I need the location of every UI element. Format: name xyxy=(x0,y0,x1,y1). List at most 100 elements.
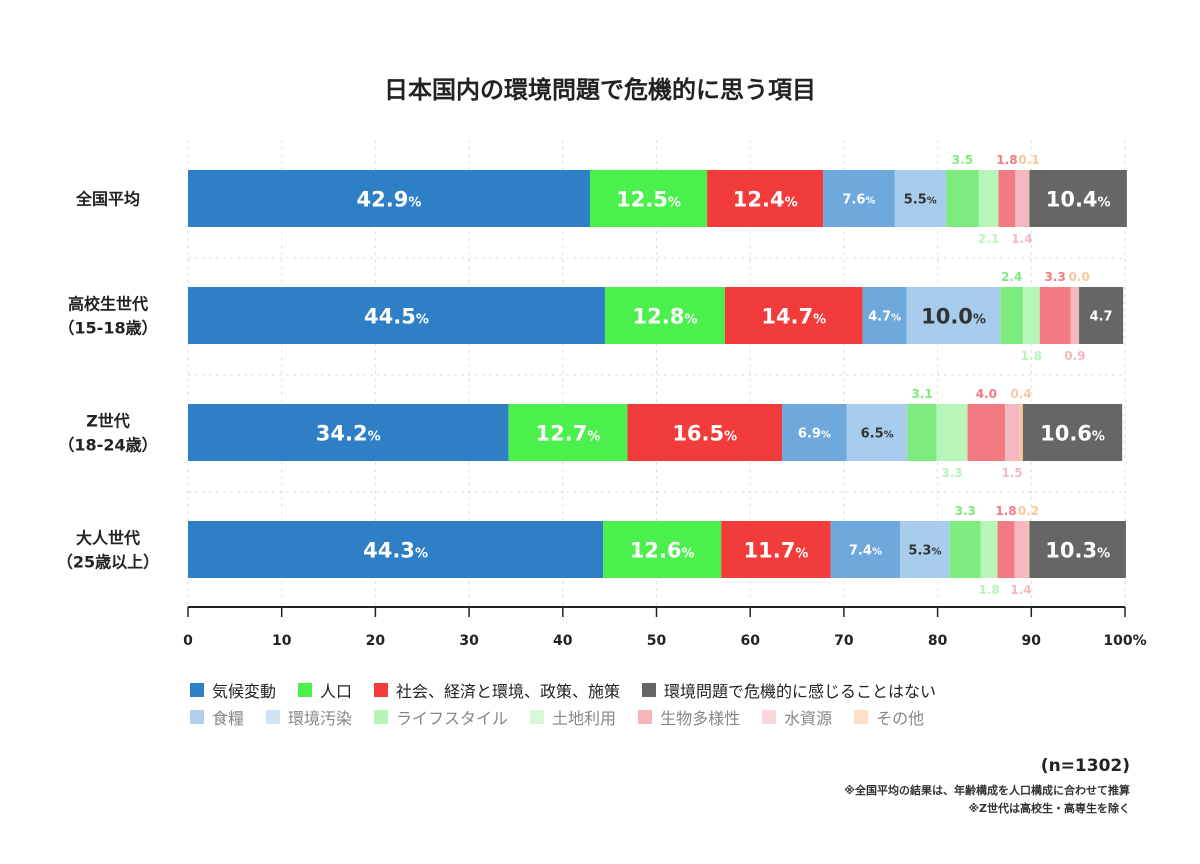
data-label: 16.5% xyxy=(672,422,737,446)
legend-label: その他 xyxy=(876,709,925,728)
legend-swatch xyxy=(374,683,389,697)
bar-segment xyxy=(627,404,783,461)
bar-segment xyxy=(894,170,947,227)
footnote-average-note: ※全国平均の結果は、年齢構成を人口構成に合わせて推算 xyxy=(844,784,1130,797)
bar-segment xyxy=(1029,521,1126,578)
x-tick-label: 20 xyxy=(366,633,386,649)
bar-segment xyxy=(830,521,901,578)
x-tick-label: 0 xyxy=(183,633,193,649)
legend-label: 社会、経済と環境、政策、施策 xyxy=(396,682,621,701)
data-label: 6.5% xyxy=(861,427,894,442)
data-label: 1.8 xyxy=(995,504,1016,518)
data-label: 3.3 xyxy=(941,466,962,480)
legend-item: ライフスタイル xyxy=(374,705,508,729)
data-label: 3.3 xyxy=(1045,270,1066,284)
data-label: 7.6% xyxy=(842,193,875,208)
bar-segment xyxy=(907,404,937,461)
x-tick-label: 80 xyxy=(928,633,948,649)
data-label: 0.9 xyxy=(1064,349,1085,363)
legend-swatch xyxy=(266,710,281,724)
bar-segment xyxy=(846,404,908,461)
bar-segment xyxy=(724,287,863,344)
data-label: 4.7 xyxy=(1090,310,1113,325)
bar-segment xyxy=(998,170,1016,227)
bar-segment xyxy=(978,170,999,227)
legend-item: その他 xyxy=(854,705,924,729)
bar-segment xyxy=(1028,170,1030,227)
x-tick-label: 60 xyxy=(740,633,760,649)
data-label: 0.4 xyxy=(1010,387,1031,401)
bar-segment xyxy=(1070,287,1080,344)
legend-label: 食糧 xyxy=(212,709,245,728)
data-label: 1.8 xyxy=(1021,349,1042,363)
legend-item: 気候変動 xyxy=(190,678,276,702)
legend-label: 環境汚染 xyxy=(288,709,353,728)
legend-swatch xyxy=(530,710,545,724)
legend-item: 土地利用 xyxy=(530,705,616,729)
data-label: 7.4% xyxy=(849,544,882,559)
bar-segment xyxy=(1005,404,1020,461)
data-label: 2.4 xyxy=(1001,270,1022,284)
x-tick-label: 70 xyxy=(834,633,854,649)
bar-segment xyxy=(721,521,831,578)
legend-item: 水資源 xyxy=(762,705,832,729)
bar-segment xyxy=(997,521,1015,578)
bar-segment xyxy=(188,404,509,461)
legend-label: 気候変動 xyxy=(212,682,277,701)
bar-segment xyxy=(589,170,708,227)
data-label: 0.2 xyxy=(1018,504,1039,518)
data-label: 1.4 xyxy=(1011,232,1032,246)
x-tick-label: 50 xyxy=(647,633,667,649)
data-label: 5.5% xyxy=(904,193,937,208)
data-label: 1.4 xyxy=(1010,583,1031,597)
category-label: 高校生世代（15-18歳） xyxy=(58,295,157,338)
bar-segment xyxy=(1015,170,1029,227)
legend-swatch xyxy=(638,710,653,724)
x-tick-label: 90 xyxy=(1022,633,1042,649)
bar-segment xyxy=(707,170,824,227)
bar-segment xyxy=(980,521,998,578)
data-label: 0.1 xyxy=(1018,153,1039,167)
bar-segment xyxy=(603,521,722,578)
data-label: 0.0 xyxy=(1068,270,1089,284)
legend-label: 環境問題で危機的に感じることはない xyxy=(664,682,937,701)
legend-label: ライフスタイル xyxy=(396,709,509,728)
chart-title: 日本国内の環境問題で危機的に思う項目 xyxy=(384,76,816,104)
bar-segment xyxy=(946,170,979,227)
legend-label: 土地利用 xyxy=(552,709,617,728)
bar-segment xyxy=(188,521,604,578)
legend-swatch xyxy=(854,710,869,724)
data-label: 4.7% xyxy=(868,310,901,325)
legend-swatch xyxy=(642,683,657,697)
category-label: 大人世代（25歳以上） xyxy=(57,529,159,572)
category-label: 全国平均 xyxy=(75,190,140,209)
bar-segment xyxy=(1027,521,1030,578)
legend-swatch xyxy=(298,683,313,697)
bar-segment xyxy=(900,521,950,578)
bar-segment xyxy=(1079,287,1124,344)
legend-swatch xyxy=(374,710,389,724)
data-label: 44.5% xyxy=(364,305,429,329)
category-label: Z世代（18-24歳） xyxy=(58,412,157,455)
x-tick-label: 30 xyxy=(459,633,479,649)
sample-size-label: (n=1302) xyxy=(1040,756,1130,776)
legend-item: 生物多様性 xyxy=(638,705,740,729)
footnote-z-generation-note: ※Z世代は高校生・高専生を除く xyxy=(968,802,1130,815)
legend-label: 水資源 xyxy=(784,709,833,728)
bar-segment xyxy=(1022,404,1123,461)
legend-item: 食糧 xyxy=(190,705,244,729)
data-label: 10.3% xyxy=(1045,539,1110,563)
bar-segment xyxy=(1019,404,1023,461)
bar-segment xyxy=(906,287,1001,344)
data-label: 12.4% xyxy=(733,188,798,212)
bar-segment xyxy=(782,404,847,461)
data-label: 3.5 xyxy=(952,153,973,167)
legend-item: 社会、経済と環境、政策、施策 xyxy=(374,678,620,702)
bar-segment xyxy=(508,404,628,461)
bar-segment xyxy=(1000,287,1023,344)
data-label: 1.8 xyxy=(979,583,1000,597)
bar-segment xyxy=(188,287,605,344)
legend-item: 環境汚染 xyxy=(266,705,352,729)
legend-label: 人口 xyxy=(320,682,353,701)
